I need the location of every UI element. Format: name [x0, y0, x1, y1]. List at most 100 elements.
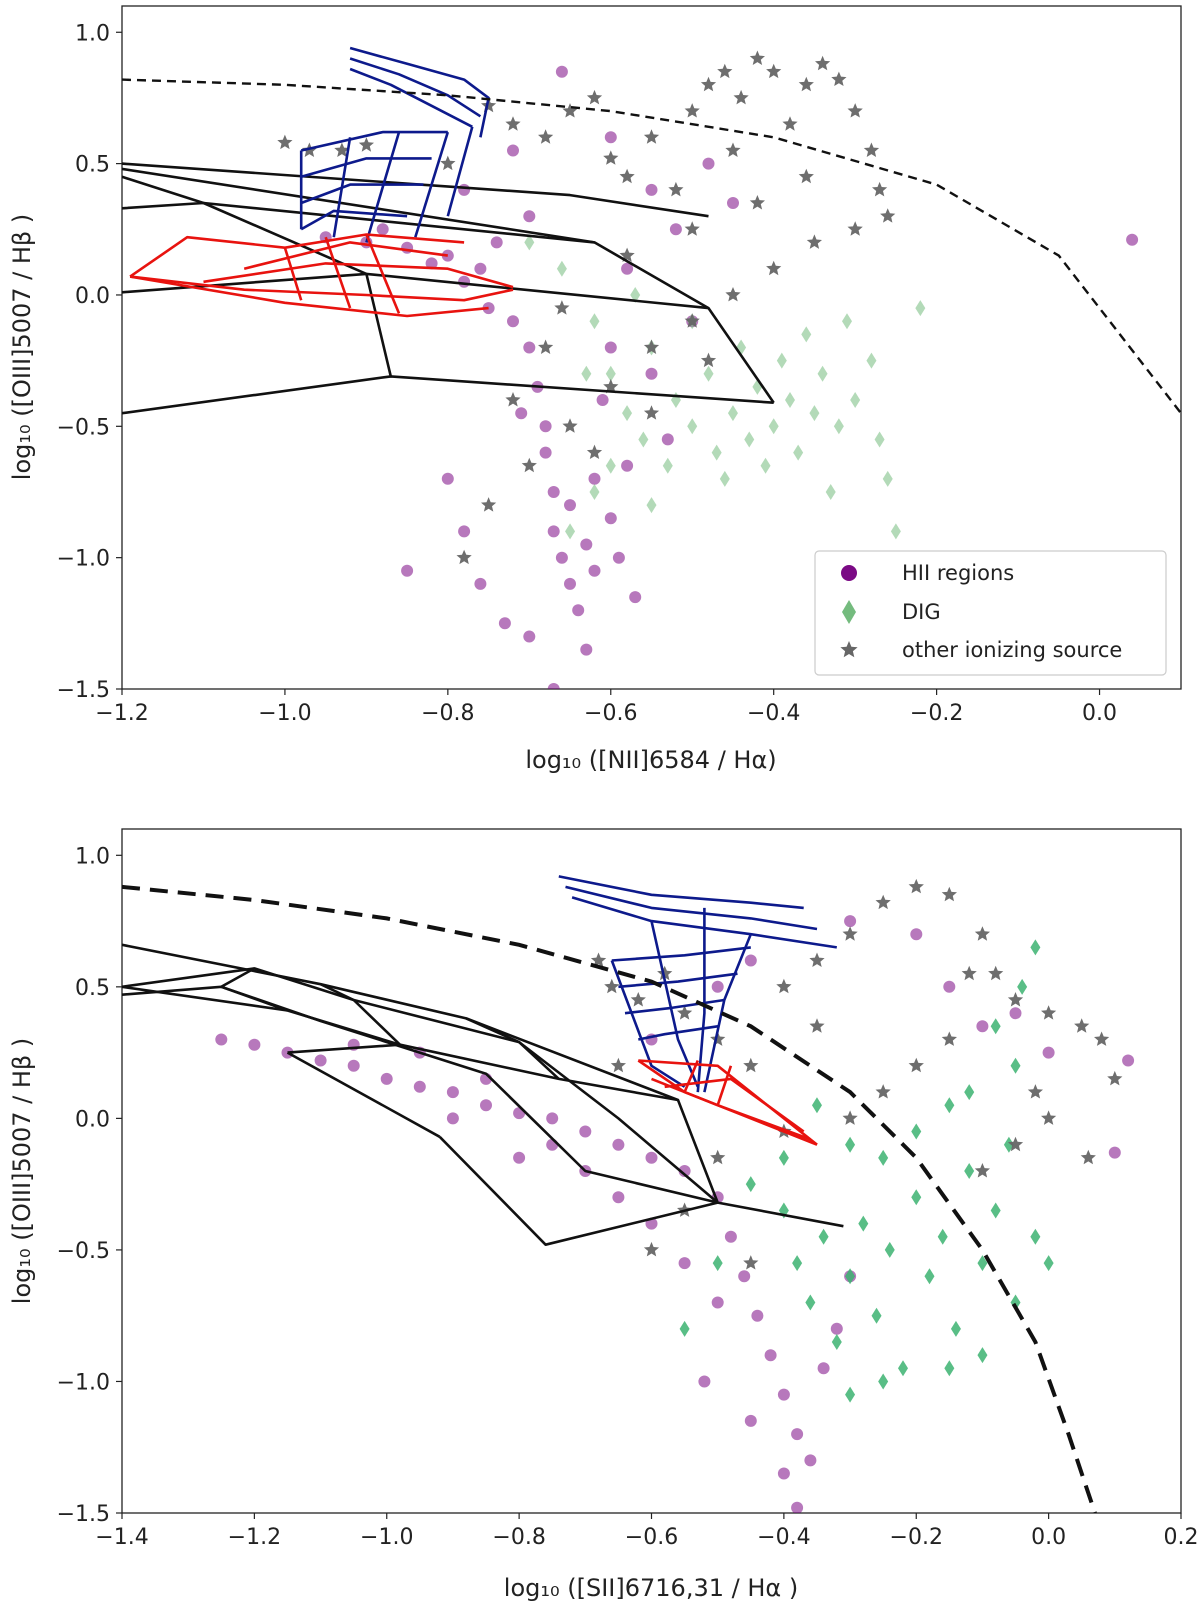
top-hii-point — [401, 564, 414, 577]
bottom-hii-point — [791, 1501, 804, 1513]
bottom-dig-point — [990, 1018, 1001, 1035]
bottom-other-point — [776, 978, 792, 994]
top-x-tick-label: −0.4 — [747, 701, 800, 726]
bottom-model-grid-red-line — [716, 1065, 733, 1106]
top-hii-point — [645, 183, 658, 196]
bottom-hii-point — [380, 1072, 393, 1085]
top-clipped-marks — [122, 46, 1181, 689]
bottom-y-tick-label: 1.0 — [75, 844, 110, 869]
top-hii-point — [572, 604, 585, 617]
top-other-point — [684, 313, 700, 328]
top-other-point — [643, 129, 660, 144]
bottom-hii-point — [1009, 1007, 1022, 1020]
bottom-x-tick-label: −0.8 — [492, 1525, 545, 1550]
top-model-grid-blue-line — [349, 46, 490, 138]
bottom-hii-point — [513, 1151, 526, 1164]
top-model-grid-black-line — [122, 167, 775, 404]
top-hii-point — [645, 367, 658, 380]
top-dig-point — [703, 365, 714, 382]
top-hii-point — [612, 551, 625, 564]
top-x-tick-label: 0.0 — [1082, 701, 1117, 726]
bottom-dig-point — [745, 1176, 756, 1193]
bottom-clipped-marks — [122, 875, 1135, 1513]
bottom-x-axis-title: log₁₀ ([SII]6716,31 / Hα ) — [504, 1574, 798, 1602]
bottom-hii-point — [744, 954, 757, 967]
top-hii-point — [564, 499, 576, 512]
bottom-other-point — [908, 1057, 924, 1073]
top-hii-point — [1126, 233, 1139, 246]
bottom-model-grid-red — [637, 1059, 818, 1146]
top-dig-point — [833, 418, 844, 435]
top-dig-point — [589, 313, 600, 330]
bottom-y-tick-label: −1.5 — [57, 1502, 110, 1527]
top-other-point — [277, 134, 293, 150]
bottom-dig-point — [1030, 939, 1041, 956]
top-model-grid-blue-line — [300, 130, 448, 152]
top-dig-point — [719, 470, 730, 487]
bottom-hii-point — [777, 1467, 790, 1480]
bottom-other-point — [677, 1005, 693, 1020]
bottom-other-point — [908, 878, 924, 894]
top-hii-point — [539, 446, 552, 459]
bottom-other-point — [809, 1018, 825, 1033]
legend-dig-label: DIG — [902, 600, 941, 624]
top-other-point — [586, 444, 603, 459]
bottom-other-point — [842, 926, 858, 941]
bottom-other-point — [1041, 1110, 1057, 1125]
bottom-hii-point — [804, 1454, 817, 1467]
bottom-model-grid-blue-line — [571, 896, 837, 949]
top-other-point — [668, 181, 684, 197]
top-model-grid-red — [129, 233, 514, 318]
top-hii-point — [604, 341, 617, 354]
bottom-dig-point — [878, 1373, 889, 1390]
bottom-other-point — [988, 965, 1004, 981]
bottom-dig-point — [778, 1149, 789, 1166]
top-hii-point — [604, 131, 617, 144]
bottom-hii-point — [698, 1375, 711, 1388]
bottom-hii-point — [314, 1054, 327, 1067]
bottom-y-tick-label: −1.0 — [57, 1370, 110, 1395]
top-model-grid-red-line — [283, 247, 303, 301]
top-hii-point — [376, 223, 389, 236]
top-other-point — [684, 103, 700, 118]
bottom-other-point — [941, 886, 957, 902]
top-other-point — [798, 76, 814, 92]
top-other-point — [562, 418, 578, 433]
bottom-marks — [122, 875, 1135, 1513]
bottom-dig-point — [712, 1255, 723, 1272]
bottom-hii-point — [844, 915, 857, 928]
top-model-grid-blue-line — [349, 57, 482, 118]
bottom-series-star — [590, 878, 1123, 1270]
bottom-other-point — [941, 1031, 957, 1046]
bottom-dig-point — [964, 1163, 975, 1179]
bottom-hii-point — [645, 1151, 658, 1164]
bottom-series-diamond — [679, 939, 1054, 1403]
top-dig-point — [768, 418, 779, 435]
top-hii-point — [596, 394, 609, 406]
top-other-point — [643, 405, 660, 420]
legend-hii-marker-icon — [841, 565, 857, 581]
bottom-dig-point — [937, 1228, 948, 1245]
top-other-point — [872, 181, 888, 197]
top-model-grid-blue-line — [365, 131, 401, 243]
top-other-point — [538, 129, 554, 144]
top-hii-point — [555, 65, 568, 78]
top-y-tick-label: 0.0 — [75, 284, 110, 309]
bottom-other-point — [1007, 992, 1024, 1007]
top-dig-point — [589, 483, 600, 500]
top-dig-point — [842, 313, 853, 330]
bottom-dig-point — [898, 1360, 909, 1377]
bottom-hii-point — [347, 1059, 360, 1072]
top-hii-point — [604, 512, 617, 525]
bottom-dig-point — [950, 1320, 961, 1337]
top-model-grid-blue — [299, 46, 490, 243]
legend-box — [814, 550, 1167, 676]
top-hii-point — [425, 257, 438, 270]
bottom-other-point — [1080, 1149, 1096, 1165]
top-other-point — [806, 234, 822, 249]
top-hii-point — [474, 577, 487, 590]
top-y-tick-label: −1.5 — [57, 678, 110, 703]
bottom-dig-point — [884, 1241, 895, 1258]
top-y-axis-title: log₁₀ ([OIII]5007 / Hβ ) — [8, 214, 36, 480]
top-dig-point — [581, 365, 592, 382]
